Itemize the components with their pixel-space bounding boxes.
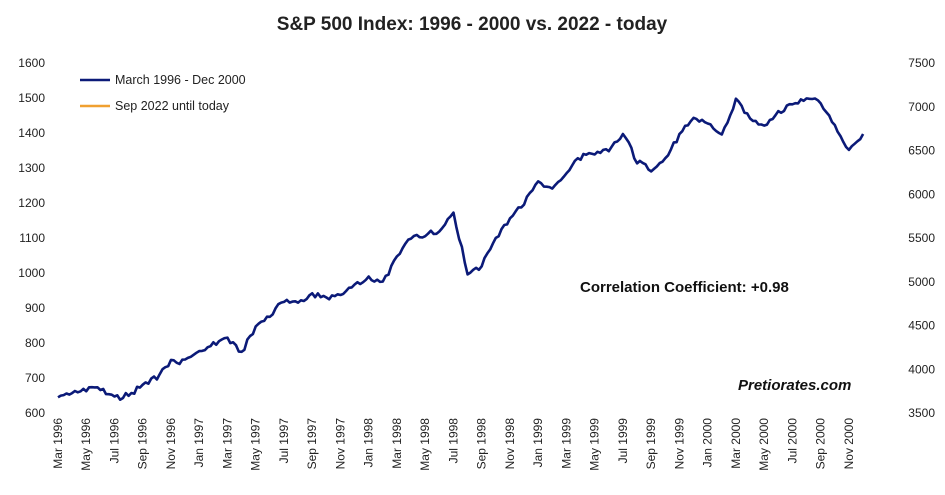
left-y-tick-label: 800 (25, 336, 45, 350)
x-tick-label: Nov 1996 (164, 418, 178, 470)
x-tick-label: Jan 1998 (362, 418, 376, 468)
legend: March 1996 - Dec 2000 Sep 2022 until tod… (80, 73, 246, 113)
right-y-tick-label: 6000 (908, 187, 935, 201)
left-y-tick-label: 1000 (18, 266, 45, 280)
x-tick-label: Nov 1999 (672, 418, 686, 470)
right-y-tick-label: 7500 (908, 56, 935, 70)
x-tick-label: Jan 2000 (701, 418, 715, 468)
x-tick-label: Mar 1998 (390, 418, 404, 469)
right-y-axis: 3500 4000 4500 5000 5500 6000 6500 7000 7500 (908, 56, 935, 420)
source-watermark: Pretiorates.com (738, 377, 851, 394)
x-tick-label: Sep 1996 (136, 418, 150, 470)
x-axis: Mar 1996 May 1996 Jul 1996 Sep 1996 Nov 1996… (51, 418, 856, 471)
x-tick-label: Jul 1997 (277, 418, 291, 464)
x-tick-label: Jan 1997 (192, 418, 206, 468)
x-tick-label: Sep 1997 (305, 418, 319, 470)
right-y-tick-label: 5500 (908, 231, 935, 245)
x-tick-label: Sep 1998 (475, 418, 489, 470)
correlation-annotation: Correlation Coefficient: +0.98 (580, 279, 789, 296)
x-tick-label: Jul 1998 (446, 418, 460, 464)
x-tick-label: Mar 1999 (559, 418, 573, 469)
x-tick-label: Nov 1997 (333, 418, 347, 470)
right-y-tick-label: 4500 (908, 319, 935, 333)
x-tick-label: May 2000 (757, 418, 771, 471)
left-y-tick-label: 1400 (18, 126, 45, 140)
x-tick-label: May 1999 (588, 418, 602, 471)
right-y-tick-label: 6500 (908, 144, 935, 158)
x-tick-label: Sep 1999 (644, 418, 658, 470)
left-y-tick-label: 1100 (19, 231, 45, 245)
left-y-tick-label: 1600 (18, 56, 45, 70)
x-tick-label: Jul 2000 (785, 418, 799, 464)
x-tick-label: Jan 1999 (531, 418, 545, 468)
x-tick-label: Mar 2000 (729, 418, 743, 469)
chart-title: S&P 500 Index: 1996 - 2000 vs. 2022 - to… (277, 14, 668, 35)
x-tick-label: Mar 1996 (51, 418, 65, 469)
x-tick-label: Nov 2000 (842, 418, 856, 470)
legend-label-1: March 1996 - Dec 2000 (115, 73, 246, 87)
x-tick-label: May 1997 (249, 418, 263, 471)
left-y-tick-label: 1500 (18, 91, 45, 105)
left-y-tick-label: 1200 (18, 196, 45, 210)
right-y-tick-label: 3500 (908, 406, 935, 420)
legend-label-2: Sep 2022 until today (115, 99, 230, 113)
x-tick-label: Sep 2000 (814, 418, 828, 470)
x-tick-label: May 1998 (418, 418, 432, 471)
left-y-tick-label: 1300 (18, 161, 45, 175)
right-y-tick-label: 7000 (908, 100, 935, 114)
left-y-tick-label: 700 (25, 371, 45, 385)
series-layer (57, 97, 865, 401)
x-tick-label: May 1996 (79, 418, 93, 471)
left-y-axis: 600 700 800 900 1000 1100 1200 1300 1400 1500 1600 (18, 56, 45, 420)
x-tick-label: Nov 1998 (503, 418, 517, 470)
x-tick-label: Mar 1997 (220, 418, 234, 469)
series-line-1996-2000 (57, 97, 865, 401)
left-y-tick-label: 600 (25, 406, 45, 420)
right-y-tick-label: 4000 (908, 362, 935, 376)
x-tick-label: Jul 1999 (616, 418, 630, 464)
left-y-tick-label: 900 (25, 301, 45, 315)
x-tick-label: Jul 1996 (107, 418, 121, 464)
right-y-tick-label: 5000 (908, 275, 935, 289)
